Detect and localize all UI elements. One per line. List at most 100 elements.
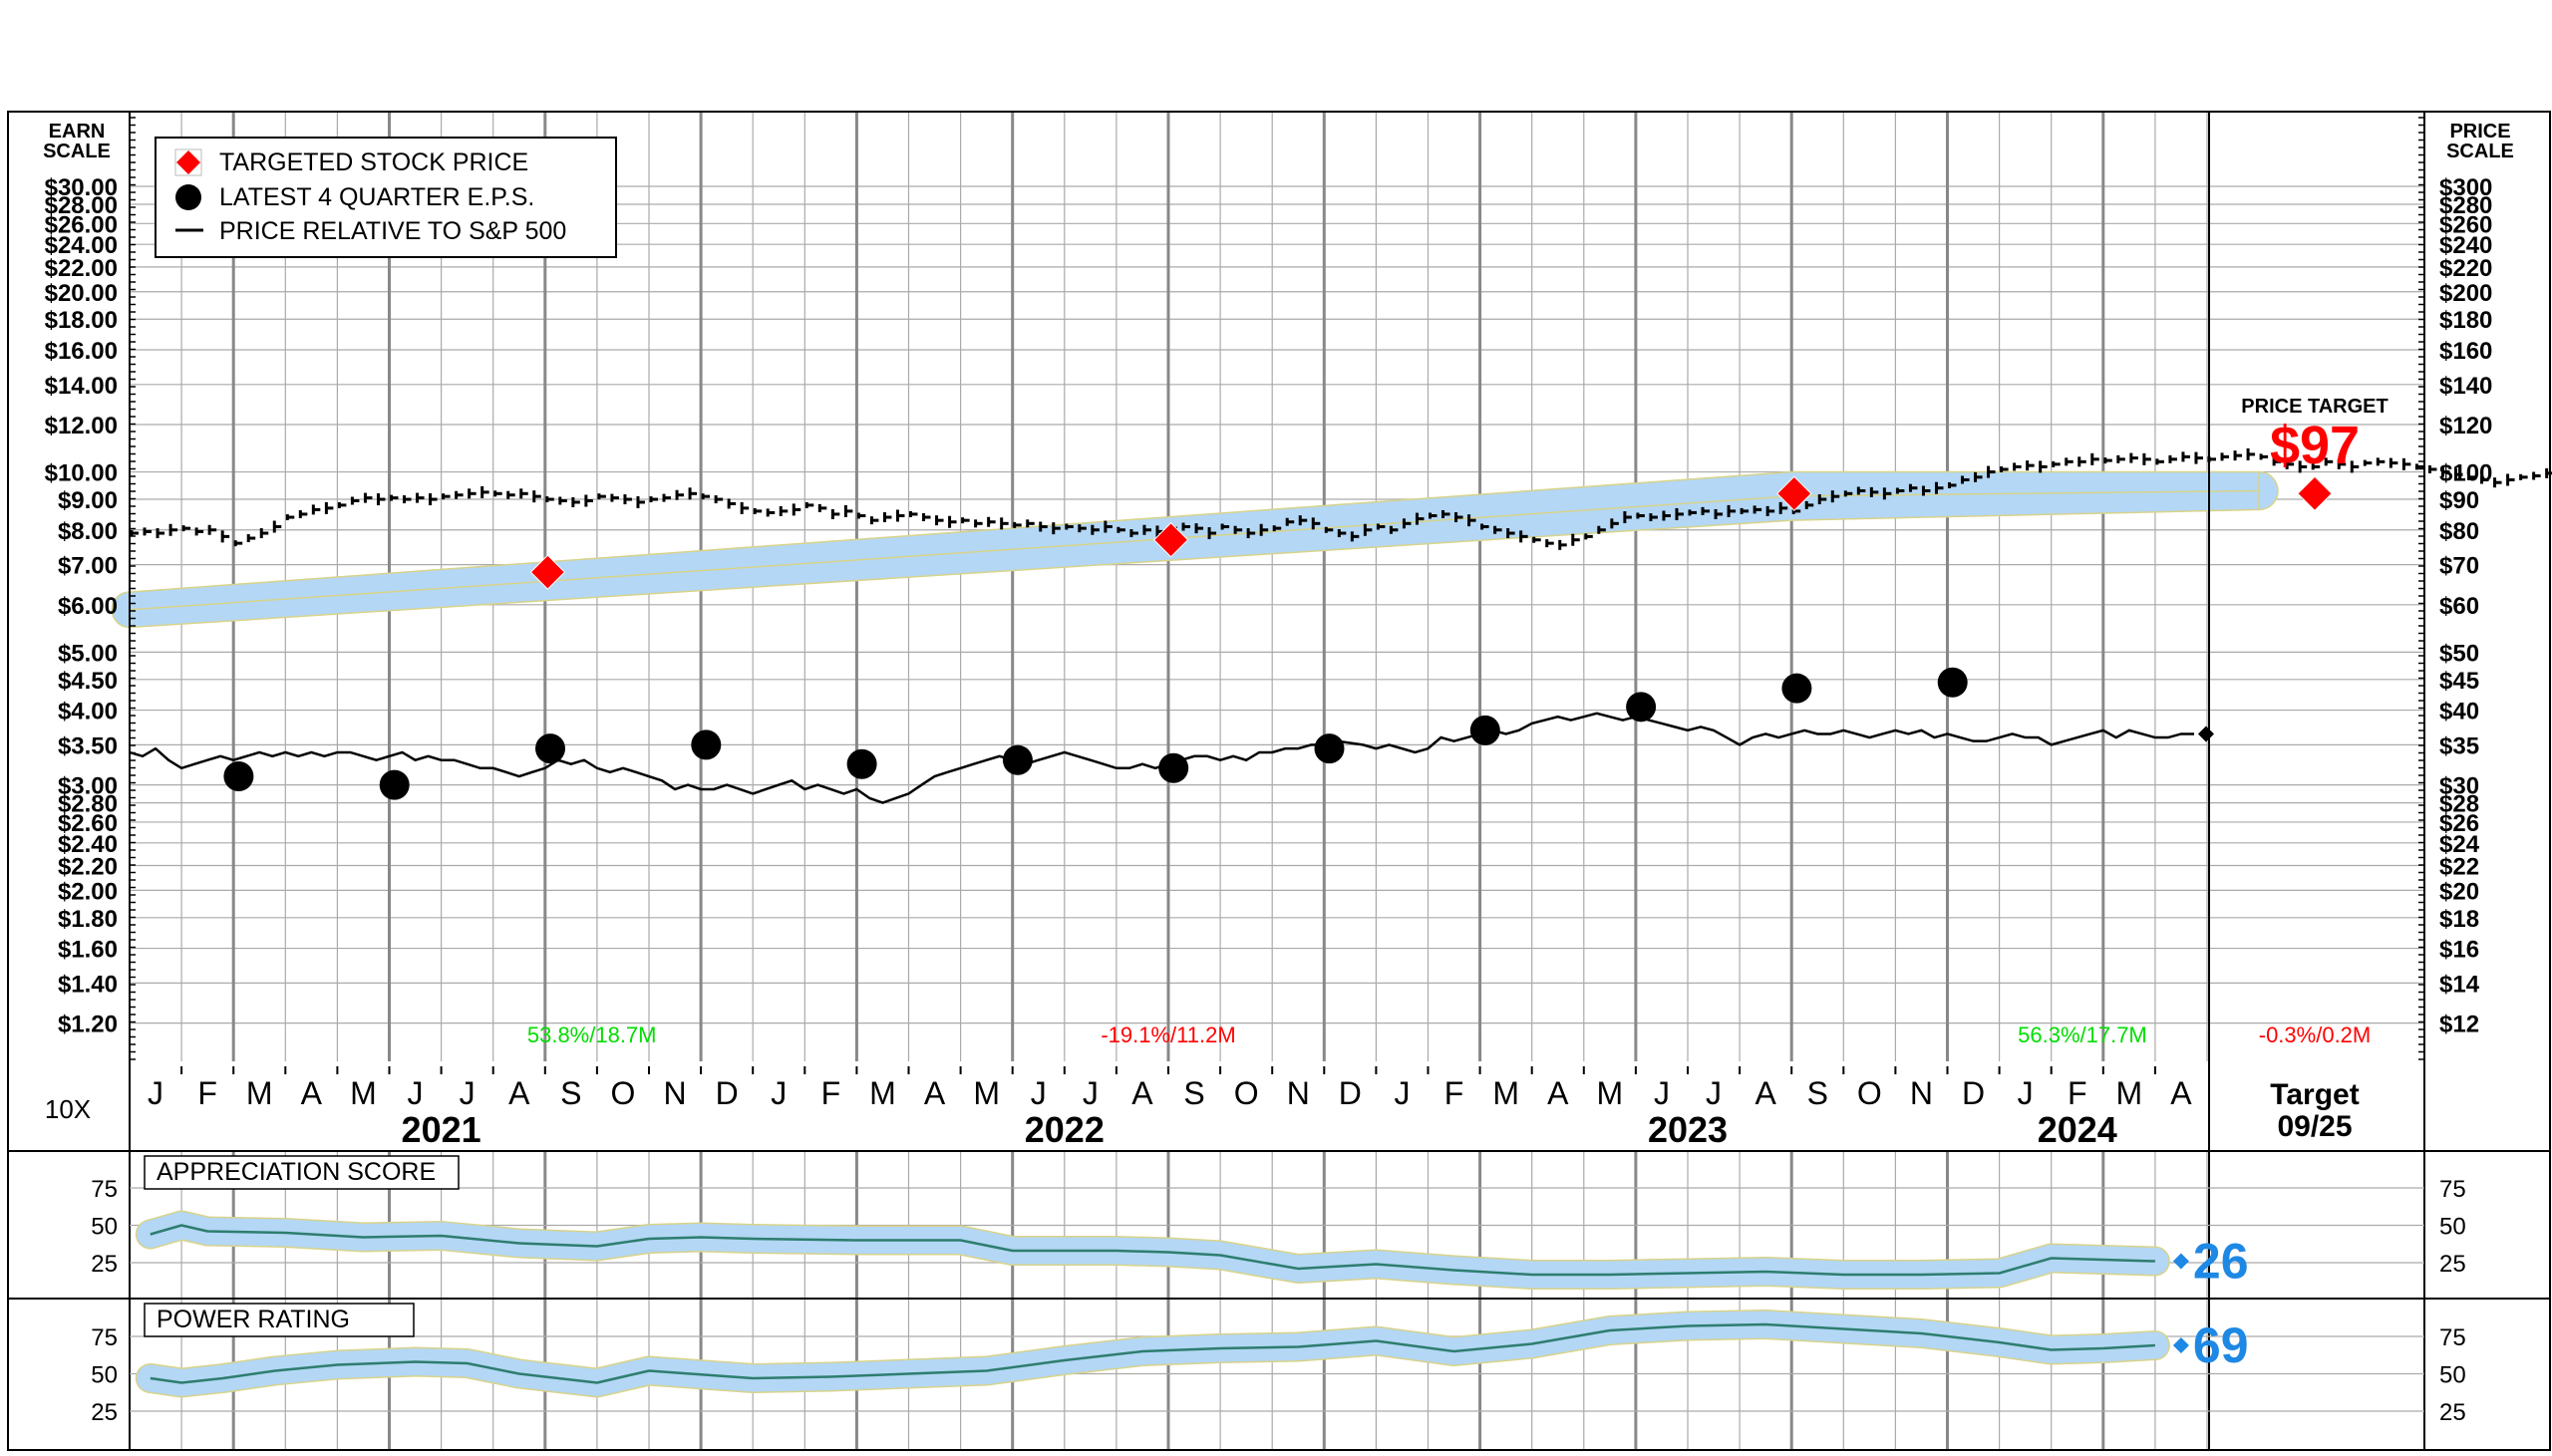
score-tick-left: 50 (91, 1362, 118, 1389)
price-tick-label: $90 (2439, 487, 2479, 514)
year-label: 2023 (1648, 1109, 1728, 1150)
target-label-2: 09/25 (2277, 1110, 2352, 1143)
legend-box (155, 137, 617, 258)
earn-tick-label: $16.00 (45, 338, 118, 365)
earn-tick-label: $28.00 (45, 192, 118, 219)
targeted-price-points (529, 475, 2333, 590)
month-label: M (246, 1075, 273, 1111)
legend-label-relative: PRICE RELATIVE TO S&P 500 (219, 217, 566, 245)
eps-point (1314, 733, 1345, 764)
earn-scale-label-1: EARN (49, 121, 106, 143)
price-tick-label: $28 (2439, 791, 2479, 818)
growth-annotation: -0.3%/0.2M (2259, 1022, 2372, 1047)
price-tick-label: $35 (2439, 732, 2479, 759)
price-scale-label-2: SCALE (2446, 141, 2514, 162)
month-label: D (716, 1075, 739, 1111)
price-tick-label: $260 (2439, 211, 2492, 238)
earn-tick-label: $26.00 (45, 211, 118, 238)
month-label: A (1131, 1075, 1153, 1111)
month-label: J (1083, 1075, 1099, 1111)
price-tick-label: $300 (2439, 174, 2492, 201)
appreciation-score-halo (137, 1212, 2169, 1289)
earn-tick-label: $4.50 (58, 668, 118, 695)
growth-annotation: -19.1%/11.2M (1101, 1022, 1235, 1047)
earn-tick-label: $3.00 (58, 773, 118, 800)
earn-tick-label: $14.00 (45, 373, 118, 400)
target-diamond (1776, 475, 1812, 512)
month-label: A (508, 1075, 530, 1111)
score-tick-left: 50 (91, 1214, 118, 1241)
eps-point (1937, 667, 1968, 698)
year-label: 2021 (402, 1109, 481, 1150)
power-rating-current-value: 69 (2193, 1317, 2249, 1373)
month-label: S (1807, 1075, 1828, 1111)
month-label: M (2116, 1075, 2143, 1111)
price-tick-label: $240 (2439, 232, 2492, 259)
price-tick-label: $18 (2439, 906, 2479, 933)
axes: $30.00$28.00$26.00$24.00$22.00$20.00$18.… (7, 111, 2551, 1451)
month-label: J (2018, 1075, 2034, 1111)
month-label: J (1654, 1075, 1670, 1111)
score-tick-right: 75 (2439, 1176, 2466, 1203)
month-label: N (1287, 1075, 1310, 1111)
score-tick-right: 75 (2439, 1324, 2466, 1351)
appreciation-score-line (150, 1224, 2155, 1277)
month-label: O (1857, 1075, 1882, 1111)
red-diamond-icon (176, 150, 200, 174)
target-diamond (1152, 522, 1189, 558)
month-label: M (1597, 1075, 1624, 1111)
score-tick-left: 75 (91, 1176, 118, 1203)
appreciation-title-box (144, 1155, 460, 1190)
earn-tick-label: $1.60 (58, 937, 118, 964)
month-label: S (1183, 1075, 1204, 1111)
price-tick-label: $70 (2439, 553, 2479, 580)
eps-point (1002, 744, 1033, 775)
eps-point (535, 733, 566, 764)
score-tick-right: 25 (2439, 1399, 2466, 1426)
month-label: F (1444, 1075, 1464, 1111)
legend-label-target: TARGETED STOCK PRICE (219, 148, 528, 176)
price-tick-label: $40 (2439, 699, 2479, 726)
price-tick-label: $50 (2439, 640, 2479, 667)
earn-tick-label: $18.00 (45, 307, 118, 334)
growth-annotation: 56.3%/17.7M (2018, 1022, 2147, 1047)
earn-tick-label: $7.00 (58, 553, 118, 580)
earn-tick-label: $8.00 (58, 518, 118, 545)
price-tick-label: $160 (2439, 338, 2492, 365)
earn-tick-label: $24.00 (45, 232, 118, 259)
month-label: O (611, 1075, 636, 1111)
month-label: J (771, 1075, 787, 1111)
month-label: N (1910, 1075, 1933, 1111)
growth-annotation: 53.8%/18.7M (527, 1022, 657, 1047)
score-tick-right: 25 (2439, 1251, 2466, 1278)
earn-tick-label: $2.20 (58, 853, 118, 880)
price-tick-label: $22 (2439, 853, 2479, 880)
relative-line (129, 712, 2194, 804)
lower-panels: 75 75 50 50 25 25 26 75 75 50 50 25 25 69 (91, 1176, 2465, 1426)
month-label: D (1339, 1075, 1362, 1111)
earn-tick-label: $9.00 (58, 487, 118, 514)
price-tick-label: $26 (2439, 810, 2479, 837)
month-label: N (663, 1075, 686, 1111)
month-label: J (1031, 1075, 1047, 1111)
month-label: A (1547, 1075, 1569, 1111)
target-price-band (111, 470, 2279, 629)
month-label: M (1492, 1075, 1519, 1111)
price-tick-label: $45 (2439, 668, 2479, 695)
eps-point (1781, 673, 1812, 704)
month-label: M (350, 1075, 377, 1111)
price-tick-label: $120 (2439, 413, 2492, 439)
price-target-caption: PRICE TARGET (2241, 396, 2388, 418)
month-label: A (1754, 1075, 1776, 1111)
eps-point (691, 729, 722, 760)
appreciation-score-current-value: 26 (2193, 1234, 2249, 1290)
month-label: J (1394, 1075, 1410, 1111)
month-label: F (2068, 1075, 2087, 1111)
earn-tick-label: $2.40 (58, 831, 118, 858)
earn-tick-label: $10.00 (45, 460, 118, 487)
earn-tick-label: $2.60 (58, 810, 118, 837)
earn-tick-label: $1.20 (58, 1012, 118, 1038)
month-label: J (1706, 1075, 1722, 1111)
multiplier-label: 10X (45, 1094, 91, 1124)
year-label: 2024 (2038, 1109, 2117, 1150)
